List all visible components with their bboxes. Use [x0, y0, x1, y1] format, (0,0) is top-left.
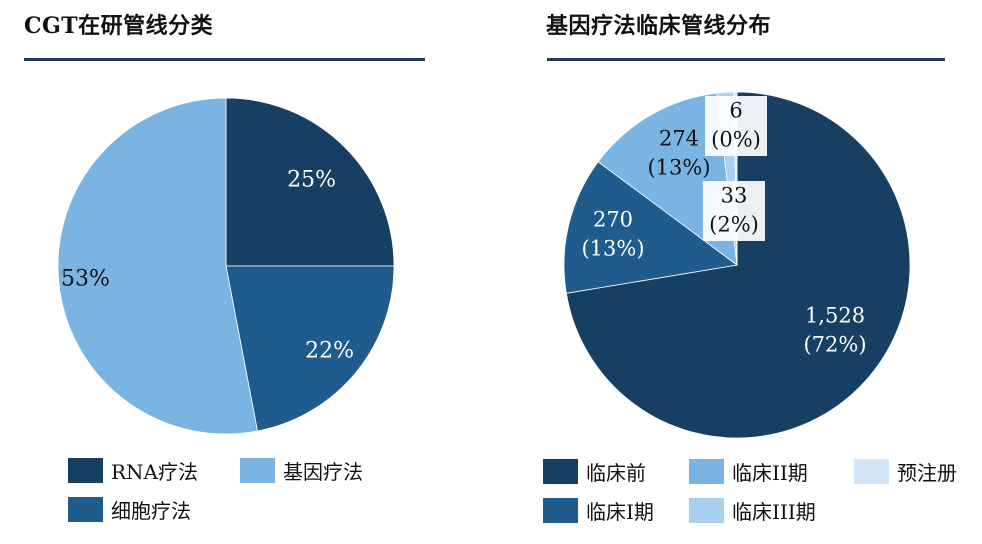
- legend-swatch-临床i期: [543, 498, 578, 523]
- legend-label-细胞疗法: 细胞疗法: [111, 499, 191, 523]
- legend-item-临床iii期: 临床III期: [689, 496, 816, 525]
- legend-item-细胞疗法: 细胞疗法: [68, 495, 191, 524]
- legend-item-rna疗法: RNA疗法: [68, 456, 198, 485]
- legend-swatch-临床ii期: [689, 459, 724, 484]
- right-pie-chart: 1,528 (72%) 270 (13%) 274 (13%) 33 (2%) 6 (0%): [563, 91, 911, 439]
- pie-slice-细胞疗法: [225, 265, 395, 432]
- label-box-临床iii期: [703, 181, 765, 241]
- pie-slice-临床i期: [563, 161, 738, 294]
- legend-item-临床前: 临床前: [543, 457, 646, 486]
- legend-label-预注册: 预注册: [897, 461, 957, 485]
- data-label-value-临床ii期: 274: [659, 127, 699, 151]
- data-label-value-预注册: 6: [729, 99, 742, 123]
- legend-item-预注册: 预注册: [854, 457, 957, 486]
- data-label-pct-预注册: (0%): [711, 128, 761, 152]
- pie-slice-临床前: [565, 91, 911, 439]
- pie-slice-临床ii期: [597, 92, 738, 266]
- legend-label-临床前: 临床前: [586, 461, 646, 485]
- legend-item-临床ii期: 临床II期: [689, 457, 808, 486]
- legend-label-临床i期: 临床I期: [586, 500, 654, 524]
- data-label-基因疗法: 53%: [61, 266, 110, 291]
- legend-swatch-预注册: [854, 459, 889, 484]
- pie-slice-基因疗法: [57, 97, 258, 435]
- data-label-pct-临床ii期: (13%): [647, 156, 710, 180]
- legend-label-临床iii期: 临床III期: [732, 500, 816, 524]
- label-box-预注册: [705, 96, 767, 156]
- legend-swatch-rna疗法: [68, 458, 103, 483]
- data-label-value-临床前: 1,528: [805, 304, 865, 328]
- data-label-pct-临床iii期: (2%): [709, 213, 759, 237]
- data-label-value-临床iii期: 33: [721, 184, 748, 208]
- data-label-pct-临床前: (72%): [803, 333, 866, 357]
- pie-slice-rna疗法: [225, 97, 395, 267]
- right-chart-title: 基因疗法临床管线分布: [546, 13, 772, 39]
- cgt-pipeline-panel: CGT在研管线分类 25% 22% 53% RNA疗法 基因疗法细胞疗法: [24, 13, 425, 524]
- left-pie-chart: 25% 22% 53%: [57, 97, 395, 435]
- data-label-rna疗法: 25%: [287, 167, 336, 192]
- left-title-rule: [24, 58, 425, 61]
- right-title-rule: [547, 58, 945, 61]
- gene-therapy-pipeline-panel: 基因疗法临床管线分布 1,528 (72%) 270 (13%) 274 (13%) 33 (…: [491, 0, 982, 544]
- legend-swatch-细胞疗法: [68, 497, 103, 522]
- legend-item-临床i期: 临床I期: [543, 496, 654, 525]
- data-label-pct-临床i期: (13%): [581, 237, 644, 261]
- legend-swatch-临床前: [543, 459, 578, 484]
- data-label-细胞疗法: 22%: [305, 339, 354, 364]
- legend-swatch-临床iii期: [689, 498, 724, 523]
- legend-label-基因疗法: 基因疗法: [283, 460, 363, 484]
- legend-swatch-基因疗法: [240, 458, 275, 483]
- legend-item-基因疗法: 基因疗法: [240, 456, 363, 485]
- data-label-value-临床i期: 270: [593, 208, 633, 232]
- legend-label-临床ii期: 临床II期: [732, 461, 808, 485]
- left-chart-title: CGT在研管线分类: [24, 13, 214, 39]
- legend-label-rna疗法: RNA疗法: [111, 460, 199, 484]
